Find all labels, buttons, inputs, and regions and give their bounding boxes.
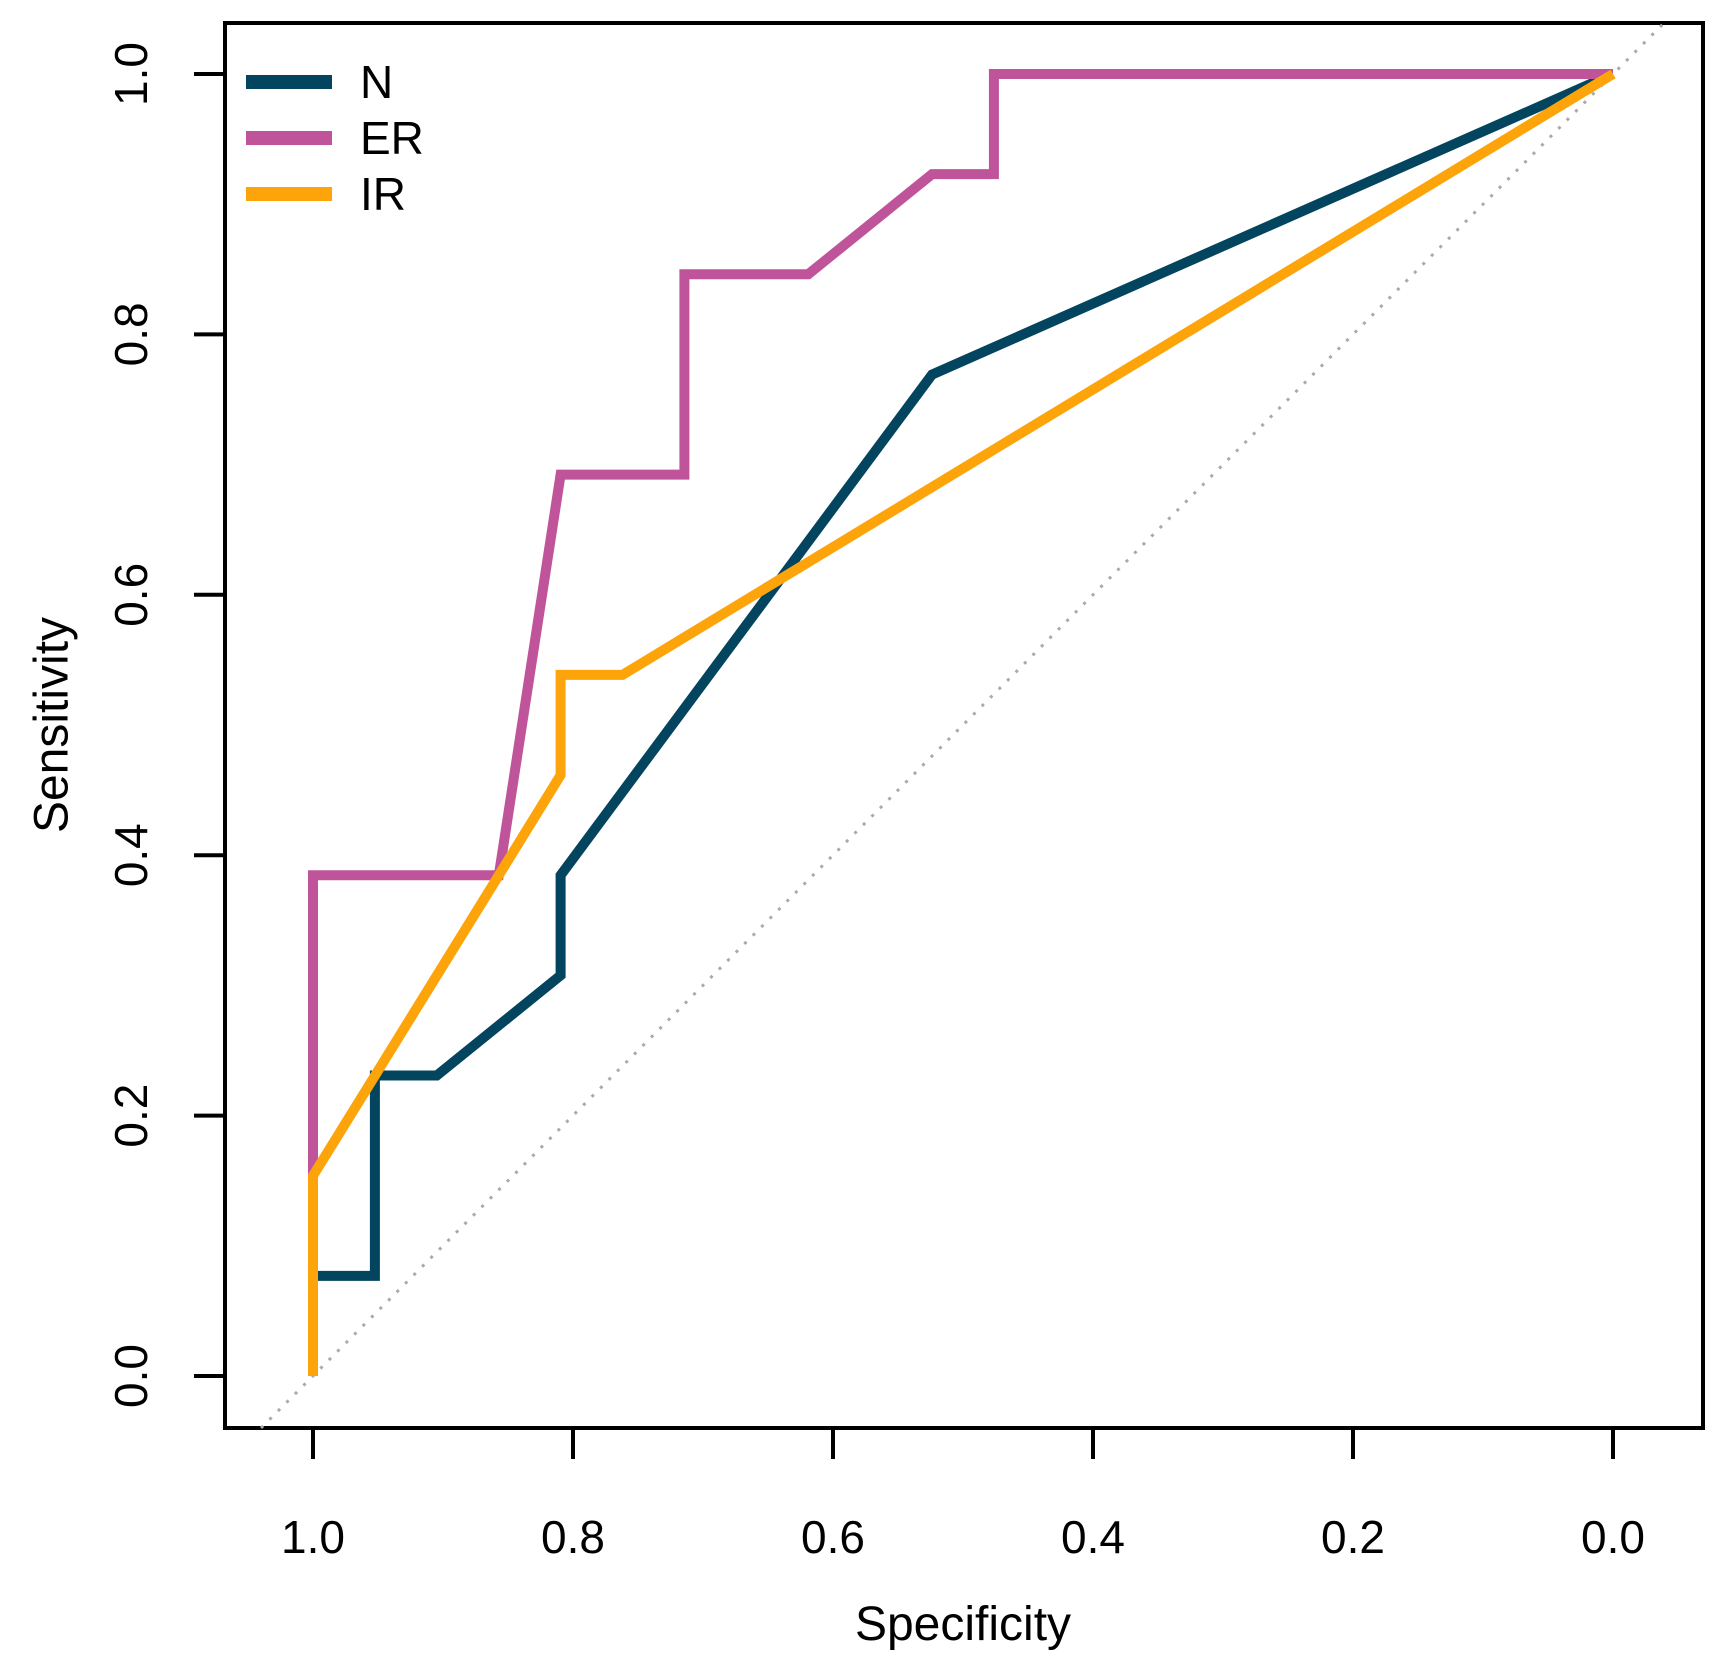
x-axis-title: Specificity [855, 1598, 1071, 1651]
y-tick-label: 0.8 [105, 302, 157, 366]
y-tick-label: 0.4 [105, 823, 157, 887]
x-tick-label: 0.2 [1321, 1511, 1385, 1563]
x-tick-label: 1.0 [281, 1511, 345, 1563]
legend-label-ir: IR [360, 168, 406, 220]
roc-curve-ir [308, 69, 1616, 1376]
legend-label-er: ER [360, 112, 424, 164]
y-tick-label: 1.0 [105, 42, 157, 106]
x-tick-label: 0.6 [801, 1511, 865, 1563]
legend-label-n: N [360, 56, 393, 108]
plot-frame [223, 21, 1705, 1430]
x-tick-label: 0.4 [1061, 1511, 1125, 1563]
x-tick-label: 0.0 [1581, 1511, 1645, 1563]
y-tick-label: 0.0 [105, 1344, 157, 1408]
roc-curve-er [308, 69, 1613, 1376]
y-tick-label: 0.2 [105, 1084, 157, 1148]
roc-curve-n [308, 69, 1616, 1376]
y-axis-title: Sensitivity [26, 617, 79, 833]
x-tick-label: 0.8 [541, 1511, 605, 1563]
y-tick-label: 0.6 [105, 563, 157, 627]
